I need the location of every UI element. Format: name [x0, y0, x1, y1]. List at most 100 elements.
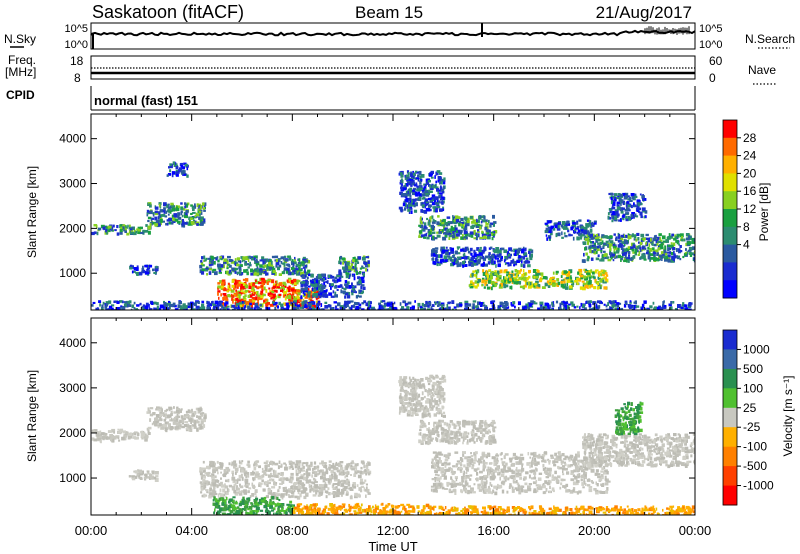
range-time-cell	[247, 256, 251, 259]
range-time-cell	[338, 472, 342, 476]
range-time-cell	[661, 253, 666, 257]
range-time-cell	[417, 191, 420, 195]
range-time-cell	[354, 302, 359, 305]
range-time-cell	[221, 304, 223, 309]
range-time-cell	[508, 253, 511, 257]
range-time-cell	[156, 302, 159, 306]
range-time-cell	[235, 302, 240, 307]
colorbar-tick-label: 4	[743, 238, 750, 252]
range-time-cell	[192, 412, 195, 417]
range-time-cell	[288, 293, 292, 297]
range-time-cell	[315, 295, 319, 299]
range-time-cell	[513, 273, 516, 276]
range-time-cell	[180, 206, 183, 209]
range-time-cell	[530, 283, 534, 288]
range-time-cell	[566, 222, 568, 226]
range-time-cell	[311, 471, 315, 474]
range-time-cell	[147, 219, 150, 223]
range-time-cell	[344, 485, 348, 490]
range-time-cell	[177, 169, 182, 172]
range-time-cell	[380, 300, 384, 303]
range-time-cell	[486, 284, 489, 287]
range-time-cell	[313, 279, 316, 283]
range-time-cell	[430, 253, 435, 257]
range-time-cell	[439, 219, 442, 223]
range-time-cell	[317, 300, 321, 304]
range-time-cell	[146, 267, 151, 270]
range-time-cell	[105, 301, 110, 305]
range-time-cell	[330, 473, 333, 476]
range-time-cell	[311, 281, 315, 284]
range-time-cell	[526, 277, 529, 281]
range-time-cell	[182, 308, 187, 310]
range-time-cell	[522, 264, 526, 268]
range-time-cell	[347, 281, 350, 285]
range-time-cell	[199, 219, 203, 223]
range-time-cell	[356, 484, 359, 487]
range-time-cell	[520, 263, 523, 268]
range-time-cell	[439, 208, 443, 212]
range-time-cell	[149, 418, 152, 422]
range-time-cell	[663, 249, 667, 254]
range-time-cell	[311, 291, 314, 294]
range-time-cell	[669, 235, 673, 239]
range-time-cell	[441, 249, 446, 253]
range-time-cell	[415, 177, 420, 180]
range-time-cell	[298, 298, 302, 303]
range-time-cell	[179, 163, 183, 167]
range-time-cell	[309, 486, 311, 489]
range-time-cell	[226, 468, 231, 472]
range-time-cell	[429, 303, 431, 306]
range-time-cell	[573, 306, 577, 309]
range-time-cell	[523, 252, 526, 256]
range-time-cell	[97, 227, 102, 231]
range-time-cell	[311, 474, 314, 478]
range-time-cell	[510, 260, 515, 264]
range-time-cell	[176, 171, 180, 174]
range-time-cell	[299, 269, 303, 272]
range-time-cell	[260, 293, 264, 298]
range-time-cell	[284, 255, 287, 259]
range-time-cell	[420, 209, 424, 213]
range-time-cell	[560, 280, 564, 284]
range-time-cell	[480, 304, 483, 307]
range-time-cell	[133, 229, 136, 233]
range-time-cell	[528, 248, 532, 251]
range-time-cell	[166, 307, 170, 310]
range-time-cell	[198, 203, 201, 206]
range-time-cell	[339, 306, 343, 310]
range-time-cell	[659, 237, 662, 241]
range-time-cell	[304, 289, 309, 293]
range-time-cell	[211, 269, 214, 273]
range-time-cell	[670, 259, 675, 263]
range-time-cell	[111, 307, 114, 310]
range-time-cell	[467, 250, 471, 254]
range-time-cell	[201, 221, 204, 225]
range-time-cell	[503, 283, 507, 286]
range-time-cell	[183, 208, 186, 211]
range-time-cell	[589, 300, 592, 304]
range-time-cell	[318, 291, 321, 294]
range-time-cell	[494, 270, 497, 273]
range-time-cell	[117, 431, 121, 434]
range-time-cell	[511, 281, 514, 284]
range-time-cell	[212, 482, 217, 486]
range-time-cell	[334, 305, 338, 309]
range-time-cell	[459, 262, 462, 265]
range-time-cell	[414, 300, 416, 303]
range-time-cell	[223, 295, 227, 300]
range-time-cell	[430, 197, 433, 200]
range-time-cell	[286, 279, 289, 283]
range-time-cell	[127, 304, 132, 307]
range-time-cell	[164, 421, 168, 425]
range-time-cell	[413, 172, 416, 176]
range-time-cell	[262, 489, 266, 492]
range-time-cell	[592, 233, 595, 237]
range-time-cell	[417, 174, 420, 178]
range-time-cell	[334, 478, 338, 482]
range-time-cell	[617, 213, 620, 217]
range-time-cell	[499, 253, 502, 256]
range-time-cell	[528, 260, 531, 264]
range-time-cell	[659, 244, 663, 248]
range-time-cell	[475, 236, 478, 241]
